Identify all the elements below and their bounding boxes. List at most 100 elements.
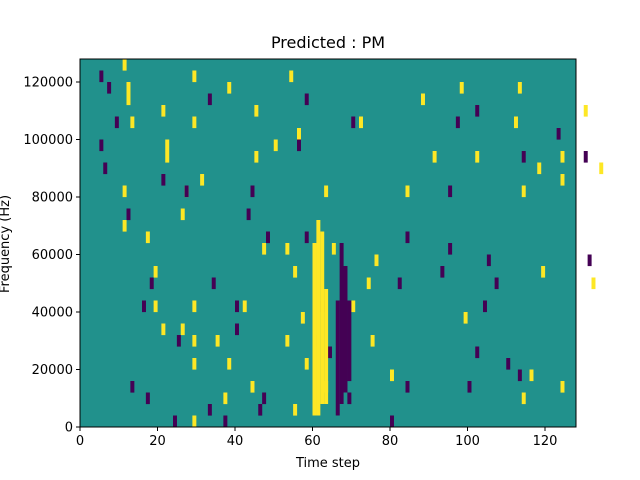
heatmap-cell-low	[587, 254, 592, 267]
heatmap-cell-low	[304, 231, 309, 244]
heatmap-cell-high	[359, 116, 363, 129]
heatmap-cell-high	[250, 381, 255, 393]
heatmap-cell-high	[459, 82, 464, 94]
heatmap-cell-high	[227, 358, 232, 370]
heatmap-cell-high	[161, 105, 166, 117]
heatmap-cell-high	[165, 139, 170, 152]
heatmap-column-high	[316, 220, 321, 416]
heatmap-cell-high	[262, 243, 267, 255]
y-tick-label: 0	[65, 421, 73, 436]
heatmap-cell-low	[262, 392, 267, 405]
plot-frame	[79, 58, 577, 428]
heatmap-column-low	[339, 243, 344, 404]
heatmap-column-low	[335, 300, 340, 416]
heatmap-cell-low	[114, 116, 119, 129]
x-tick-label: 60	[304, 434, 321, 449]
heatmap-column-low	[343, 266, 348, 393]
heatmap-cell-high	[242, 300, 247, 313]
heatmap-cell-low	[397, 277, 402, 290]
heatmap-cell-high	[432, 151, 437, 163]
heatmap-cell-high	[153, 266, 158, 278]
heatmap-cell-high	[192, 70, 197, 83]
heatmap-cell-low	[390, 415, 394, 428]
heatmap-cell-high	[192, 358, 197, 370]
heatmap-cell-high	[463, 312, 468, 324]
heatmap-cell-high	[273, 139, 278, 152]
heatmap-cell-high	[421, 93, 425, 106]
heatmap-cell-high	[370, 335, 375, 347]
heatmap-cell-high	[366, 277, 371, 290]
heatmap-cell-high	[475, 151, 480, 163]
x-tick-label: 120	[533, 434, 558, 449]
heatmap-cell-high	[180, 323, 185, 336]
heatmap-cell-low	[494, 277, 499, 290]
heatmap-cell-high	[591, 277, 596, 290]
heatmap-cell-low	[556, 128, 561, 140]
heatmap-cell-low	[149, 277, 154, 290]
heatmap-cell-low	[99, 70, 104, 83]
heatmap-cell-high	[227, 82, 232, 94]
heatmap-cell-low	[99, 139, 104, 152]
heatmap-cell-low	[184, 185, 189, 198]
heatmap-cell-high	[583, 105, 588, 117]
heatmap-cell-low	[161, 174, 166, 186]
heatmap-cell-high	[521, 392, 526, 405]
heatmap-cell-high	[200, 174, 205, 186]
heatmap-cell-low	[235, 323, 239, 336]
heatmap-cell-low	[455, 116, 460, 129]
heatmap-cell-low	[304, 93, 309, 106]
heatmap-cell-high	[331, 243, 336, 255]
heatmap-cell-low	[483, 300, 487, 313]
heatmap-cell-low	[517, 369, 522, 382]
heatmap-cell-low	[583, 151, 588, 163]
chart-title: Predicted : PM	[271, 33, 385, 52]
heatmap-cell-high	[192, 335, 197, 347]
heatmap-cell-high	[126, 93, 131, 106]
heatmap-cell-low	[405, 381, 410, 393]
heatmap-cell-high	[285, 243, 290, 255]
heatmap-cell-high	[192, 415, 197, 428]
heatmap-cell-high	[293, 266, 298, 278]
heatmap-cell-high	[254, 151, 259, 163]
heatmap-cell-low	[467, 381, 472, 393]
heatmap-cell-high	[161, 323, 166, 336]
y-tick-label: 120000	[23, 76, 73, 91]
heatmap-cell-low	[347, 369, 352, 382]
y-tick-label: 100000	[23, 133, 73, 148]
heatmap-cell-low	[142, 300, 146, 313]
heatmap-cell-low	[448, 185, 453, 198]
heatmap-cell-high	[215, 335, 220, 347]
y-tick-label: 20000	[32, 363, 73, 378]
plot-area	[79, 58, 604, 428]
heatmap-cell-high	[560, 381, 565, 393]
heatmap-cell-low	[347, 392, 352, 405]
heatmap-cell-high	[145, 231, 150, 244]
x-axis-label: Time step	[295, 456, 360, 471]
y-axis: 0 20000 40000 60000 80000 100000 120000	[23, 76, 80, 436]
heatmap-cell-high	[126, 82, 131, 94]
heatmap-cell-low	[351, 116, 356, 129]
heatmap-cell-high	[560, 174, 565, 186]
heatmap-cell-low	[246, 208, 251, 221]
heatmap-cell-high	[529, 369, 534, 382]
heatmap-cell-low	[173, 415, 177, 428]
heatmap-cell-high	[374, 254, 379, 267]
heatmap-cell-high	[254, 105, 259, 117]
x-tick-label: 20	[149, 434, 166, 449]
heatmap-cell-low	[297, 139, 301, 152]
heatmap-cell-high	[599, 162, 604, 175]
x-tick-label: 80	[382, 434, 399, 449]
heatmap-cell-low	[176, 335, 181, 347]
x-axis: 0 20 40 60 80 100 120	[76, 427, 558, 449]
heatmap-cell-low	[405, 231, 410, 244]
column-bands	[312, 220, 352, 416]
x-tick-label: 100	[455, 434, 480, 449]
heatmap-cell-high	[517, 82, 522, 94]
heatmap-cell-high	[297, 128, 301, 140]
heatmap-cell-low	[521, 151, 526, 163]
heatmap-cell-high	[514, 116, 518, 129]
heatmap-cell-low	[506, 358, 511, 370]
heatmap-cell-high	[122, 185, 127, 198]
heatmap-cell-high	[153, 300, 158, 313]
